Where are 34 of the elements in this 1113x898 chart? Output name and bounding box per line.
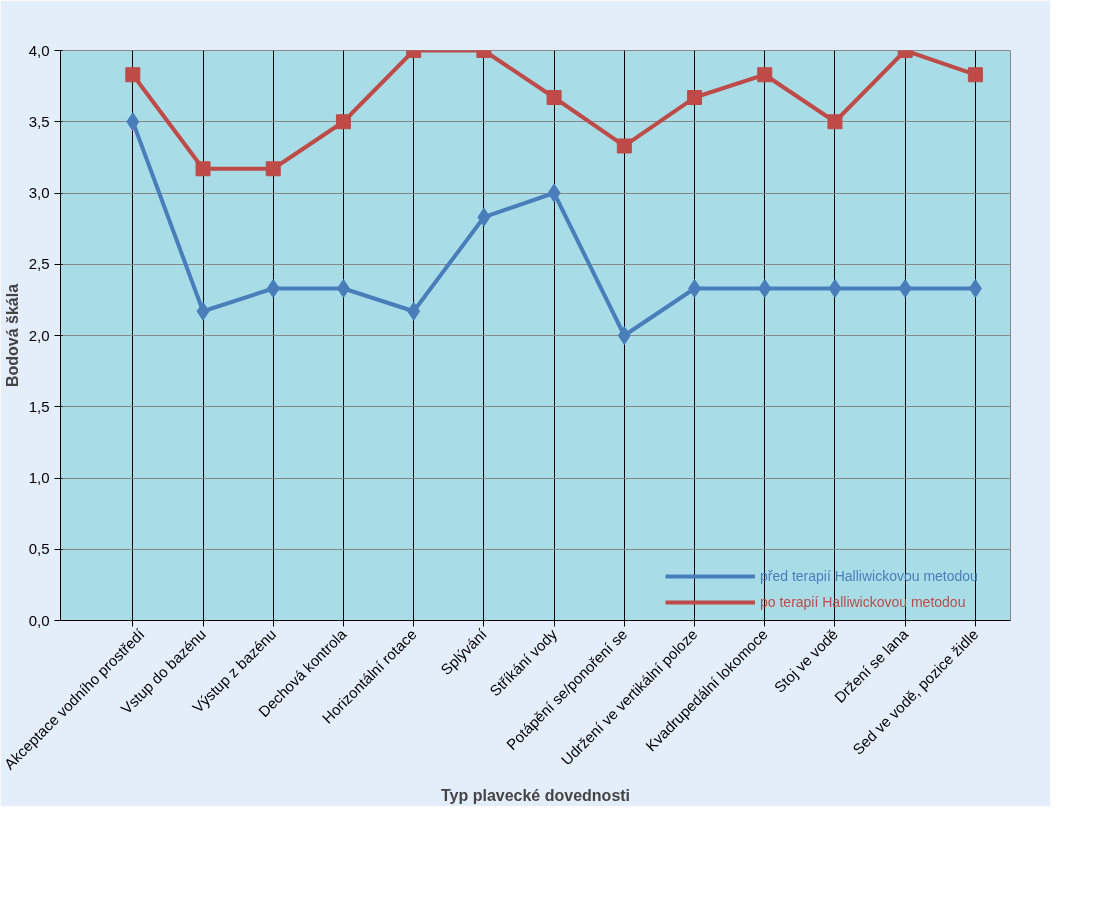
point xyxy=(477,207,491,227)
point xyxy=(546,90,562,106)
point xyxy=(967,67,983,83)
point xyxy=(407,301,421,321)
point xyxy=(757,67,773,83)
y-tick-label: 0,0 xyxy=(28,611,50,629)
point xyxy=(688,278,702,298)
y-tick-label: 0,5 xyxy=(28,540,50,558)
point xyxy=(616,138,632,154)
point xyxy=(126,112,140,132)
point xyxy=(758,278,772,298)
y-tick-label: 2,0 xyxy=(28,326,50,344)
point xyxy=(617,326,631,345)
point xyxy=(265,161,281,177)
point xyxy=(547,183,561,203)
point xyxy=(196,301,210,321)
point xyxy=(687,90,703,106)
y-axis-title: Bodová škála xyxy=(3,283,21,388)
y-tick-label: 1,0 xyxy=(28,469,50,486)
point xyxy=(195,161,211,177)
point xyxy=(898,278,912,298)
point xyxy=(336,278,350,298)
y-tick-label: 3,0 xyxy=(28,184,50,201)
x-axis-title: Typ plavecké dovednosti xyxy=(440,786,631,804)
point xyxy=(335,114,351,130)
point xyxy=(125,67,141,83)
point xyxy=(968,278,982,298)
y-tick-label: 3,5 xyxy=(28,112,50,130)
point xyxy=(828,278,842,298)
y-tick-label: 1,5 xyxy=(28,397,50,415)
point xyxy=(827,114,843,130)
y-tick-label: 4,0 xyxy=(28,41,50,59)
point xyxy=(266,278,280,298)
y-tick-label: 2,5 xyxy=(28,255,50,273)
